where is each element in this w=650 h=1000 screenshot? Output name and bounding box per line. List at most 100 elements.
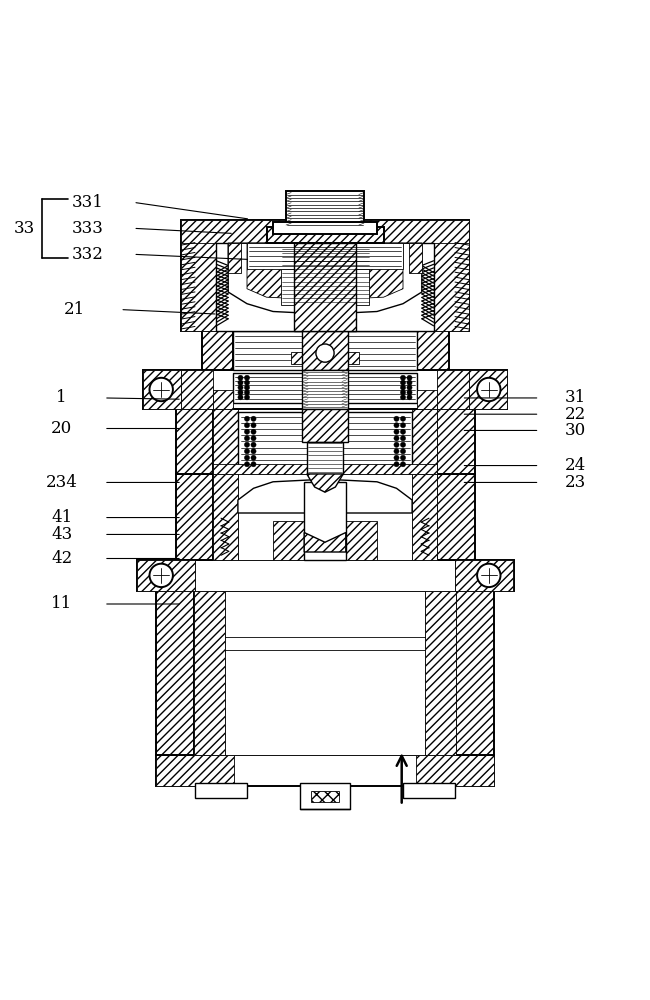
Circle shape bbox=[394, 416, 399, 421]
Bar bbox=[247, 243, 403, 269]
Bar bbox=[181, 221, 216, 331]
Bar bbox=[273, 521, 377, 560]
Bar bbox=[176, 409, 213, 474]
Bar bbox=[213, 409, 238, 474]
Bar bbox=[176, 474, 213, 560]
Circle shape bbox=[400, 416, 406, 421]
Circle shape bbox=[244, 436, 250, 441]
Bar bbox=[437, 474, 474, 560]
Circle shape bbox=[400, 436, 406, 441]
Circle shape bbox=[400, 449, 406, 454]
Bar bbox=[302, 370, 348, 409]
Circle shape bbox=[394, 462, 399, 467]
Circle shape bbox=[244, 449, 250, 454]
Bar bbox=[286, 191, 364, 227]
Circle shape bbox=[400, 375, 406, 380]
Bar bbox=[302, 331, 348, 370]
Bar bbox=[213, 389, 233, 409]
Bar bbox=[143, 370, 507, 409]
Circle shape bbox=[407, 385, 412, 390]
Circle shape bbox=[150, 564, 173, 587]
Bar bbox=[425, 591, 456, 755]
Circle shape bbox=[394, 423, 399, 428]
Text: 22: 22 bbox=[565, 406, 586, 423]
Text: 234: 234 bbox=[46, 474, 78, 491]
Circle shape bbox=[244, 442, 250, 447]
Circle shape bbox=[400, 385, 406, 390]
Circle shape bbox=[238, 390, 243, 395]
Bar bbox=[225, 591, 425, 755]
Bar bbox=[311, 791, 339, 802]
Bar bbox=[281, 246, 369, 305]
Bar bbox=[307, 442, 343, 474]
Circle shape bbox=[244, 462, 250, 467]
Circle shape bbox=[244, 385, 250, 390]
Circle shape bbox=[251, 455, 256, 460]
Circle shape bbox=[400, 390, 406, 395]
Bar bbox=[156, 755, 494, 786]
Bar bbox=[156, 591, 194, 755]
Circle shape bbox=[238, 395, 243, 400]
Circle shape bbox=[394, 429, 399, 434]
Polygon shape bbox=[304, 532, 346, 552]
Bar bbox=[304, 482, 346, 560]
Bar bbox=[417, 389, 437, 409]
Bar bbox=[437, 370, 469, 409]
Bar bbox=[195, 783, 247, 798]
Bar bbox=[412, 409, 437, 474]
Circle shape bbox=[394, 455, 399, 460]
Circle shape bbox=[244, 423, 250, 428]
Bar bbox=[456, 591, 494, 755]
Bar bbox=[409, 243, 422, 272]
Circle shape bbox=[238, 375, 243, 380]
Bar bbox=[266, 227, 384, 243]
Bar bbox=[202, 331, 233, 370]
Circle shape bbox=[400, 462, 406, 467]
Bar bbox=[238, 412, 412, 471]
Circle shape bbox=[400, 395, 406, 400]
Circle shape bbox=[251, 429, 256, 434]
Circle shape bbox=[244, 416, 250, 421]
Circle shape bbox=[238, 380, 243, 385]
Circle shape bbox=[244, 375, 250, 380]
Bar bbox=[300, 783, 350, 809]
Text: 24: 24 bbox=[565, 457, 586, 474]
Polygon shape bbox=[307, 474, 343, 492]
Circle shape bbox=[407, 390, 412, 395]
Bar bbox=[302, 409, 348, 442]
Bar bbox=[143, 370, 181, 409]
Bar bbox=[216, 243, 434, 331]
Circle shape bbox=[400, 455, 406, 460]
Bar bbox=[228, 243, 241, 272]
Circle shape bbox=[400, 423, 406, 428]
Circle shape bbox=[251, 423, 256, 428]
Circle shape bbox=[244, 380, 250, 385]
Bar bbox=[417, 331, 448, 370]
Text: 23: 23 bbox=[565, 474, 586, 491]
Text: 43: 43 bbox=[51, 526, 72, 543]
Circle shape bbox=[244, 429, 250, 434]
Circle shape bbox=[238, 385, 243, 390]
Circle shape bbox=[244, 390, 250, 395]
Text: 33: 33 bbox=[14, 220, 35, 237]
Bar bbox=[233, 331, 417, 370]
Bar bbox=[194, 591, 225, 755]
Circle shape bbox=[407, 395, 412, 400]
Bar bbox=[156, 755, 234, 786]
Bar bbox=[437, 409, 474, 474]
Circle shape bbox=[400, 429, 406, 434]
Text: 31: 31 bbox=[565, 389, 586, 406]
Circle shape bbox=[251, 416, 256, 421]
Bar bbox=[238, 474, 412, 560]
Circle shape bbox=[244, 455, 250, 460]
Text: 30: 30 bbox=[565, 422, 586, 439]
Bar bbox=[213, 464, 437, 474]
Bar bbox=[233, 373, 417, 402]
Circle shape bbox=[251, 449, 256, 454]
Bar bbox=[213, 474, 238, 560]
Polygon shape bbox=[247, 243, 403, 300]
Circle shape bbox=[407, 375, 412, 380]
Circle shape bbox=[316, 344, 334, 362]
Text: 333: 333 bbox=[72, 220, 104, 237]
Bar bbox=[416, 755, 494, 786]
